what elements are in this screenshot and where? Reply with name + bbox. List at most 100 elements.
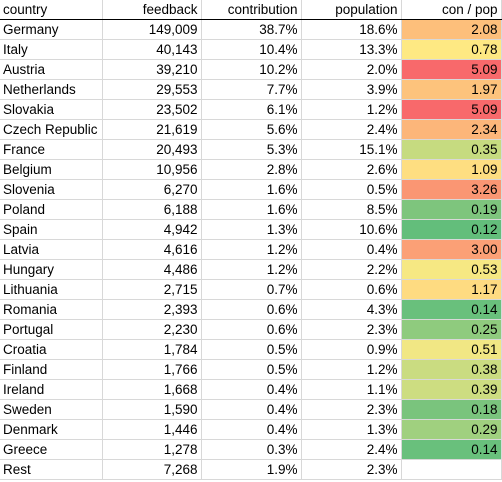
country-cell[interactable]: Poland (0, 199, 103, 220)
country-cell[interactable]: Germany (0, 19, 103, 40)
population-cell[interactable]: 2.3% (301, 399, 402, 420)
country-cell[interactable]: Sweden (0, 399, 103, 420)
population-cell[interactable]: 2.2% (301, 259, 402, 280)
population-cell[interactable]: 13.3% (301, 39, 402, 60)
population-cell[interactable]: 2.4% (301, 439, 402, 460)
con-pop-cell[interactable]: 0.14 (401, 299, 502, 320)
population-cell[interactable]: 1.1% (301, 379, 402, 400)
con-pop-cell[interactable]: 0.18 (401, 399, 502, 420)
country-cell[interactable]: Lithuania (0, 279, 103, 300)
con-pop-cell[interactable]: 0.78 (401, 39, 502, 60)
contribution-cell[interactable]: 2.8% (201, 159, 302, 180)
country-cell[interactable]: Czech Republic (0, 119, 103, 140)
contribution-cell[interactable]: 0.5% (201, 359, 302, 380)
contribution-cell[interactable]: 0.5% (201, 339, 302, 360)
contribution-cell[interactable]: 0.3% (201, 439, 302, 460)
country-cell[interactable]: Netherlands (0, 79, 103, 100)
country-cell[interactable]: Croatia (0, 339, 103, 360)
population-cell[interactable]: 0.6% (301, 279, 402, 300)
con-pop-cell[interactable]: 3.00 (401, 239, 502, 260)
feedback-cell[interactable]: 4,486 (102, 259, 202, 280)
con-pop-cell[interactable]: 0.25 (401, 319, 502, 340)
contribution-cell[interactable]: 0.4% (201, 419, 302, 440)
contribution-cell[interactable]: 38.7% (201, 19, 302, 40)
feedback-cell[interactable]: 1,278 (102, 439, 202, 460)
con-pop-cell[interactable]: 0.12 (401, 219, 502, 240)
feedback-cell[interactable]: 1,668 (102, 379, 202, 400)
population-cell[interactable]: 2.3% (301, 319, 402, 340)
country-cell[interactable]: Austria (0, 59, 103, 80)
con-pop-cell[interactable]: 2.34 (401, 119, 502, 140)
country-cell[interactable]: Hungary (0, 259, 103, 280)
con-pop-cell[interactable]: 1.97 (401, 79, 502, 100)
contribution-cell[interactable]: 1.6% (201, 199, 302, 220)
country-cell[interactable]: Slovenia (0, 179, 103, 200)
header-contribution[interactable]: contribution (201, 0, 302, 20)
population-cell[interactable]: 1.2% (301, 359, 402, 380)
feedback-cell[interactable]: 4,616 (102, 239, 202, 260)
contribution-cell[interactable]: 0.4% (201, 379, 302, 400)
con-pop-cell[interactable]: 0.39 (401, 379, 502, 400)
country-cell[interactable]: France (0, 139, 103, 160)
con-pop-cell[interactable]: 0.51 (401, 339, 502, 360)
population-cell[interactable]: 0.5% (301, 179, 402, 200)
contribution-cell[interactable]: 5.3% (201, 139, 302, 160)
feedback-cell[interactable]: 1,784 (102, 339, 202, 360)
con-pop-cell[interactable]: 0.38 (401, 359, 502, 380)
con-pop-cell[interactable]: 5.09 (401, 99, 502, 120)
contribution-cell[interactable]: 6.1% (201, 99, 302, 120)
feedback-cell[interactable]: 2,230 (102, 319, 202, 340)
rest-population-cell[interactable]: 2.3% (301, 459, 402, 480)
population-cell[interactable]: 10.6% (301, 219, 402, 240)
contribution-cell[interactable]: 0.6% (201, 319, 302, 340)
country-cell[interactable]: Finland (0, 359, 103, 380)
country-cell[interactable]: Spain (0, 219, 103, 240)
con-pop-cell[interactable]: 1.17 (401, 279, 502, 300)
population-cell[interactable]: 15.1% (301, 139, 402, 160)
rest-contribution-cell[interactable]: 1.9% (201, 459, 302, 480)
contribution-cell[interactable]: 1.6% (201, 179, 302, 200)
contribution-cell[interactable]: 1.2% (201, 259, 302, 280)
contribution-cell[interactable]: 0.4% (201, 399, 302, 420)
country-cell[interactable]: Slovakia (0, 99, 103, 120)
feedback-cell[interactable]: 40,143 (102, 39, 202, 60)
feedback-cell[interactable]: 6,270 (102, 179, 202, 200)
header-con-pop[interactable]: con / pop (401, 0, 502, 20)
con-pop-cell[interactable]: 1.09 (401, 159, 502, 180)
country-cell[interactable]: Ireland (0, 379, 103, 400)
feedback-cell[interactable]: 39,210 (102, 59, 202, 80)
population-cell[interactable]: 0.4% (301, 239, 402, 260)
population-cell[interactable]: 2.0% (301, 59, 402, 80)
contribution-cell[interactable]: 0.7% (201, 279, 302, 300)
con-pop-cell[interactable]: 0.19 (401, 199, 502, 220)
feedback-cell[interactable]: 23,502 (102, 99, 202, 120)
rest-con-pop-cell[interactable] (401, 459, 502, 480)
feedback-cell[interactable]: 6,188 (102, 199, 202, 220)
population-cell[interactable]: 0.9% (301, 339, 402, 360)
con-pop-cell[interactable]: 0.14 (401, 439, 502, 460)
feedback-cell[interactable]: 1,446 (102, 419, 202, 440)
country-cell[interactable]: Romania (0, 299, 103, 320)
population-cell[interactable]: 1.2% (301, 99, 402, 120)
header-population[interactable]: population (301, 0, 402, 20)
feedback-cell[interactable]: 10,956 (102, 159, 202, 180)
population-cell[interactable]: 8.5% (301, 199, 402, 220)
feedback-cell[interactable]: 4,942 (102, 219, 202, 240)
feedback-cell[interactable]: 1,766 (102, 359, 202, 380)
header-country[interactable]: country (0, 0, 103, 20)
country-cell[interactable]: Greece (0, 439, 103, 460)
feedback-cell[interactable]: 20,493 (102, 139, 202, 160)
contribution-cell[interactable]: 1.3% (201, 219, 302, 240)
contribution-cell[interactable]: 10.4% (201, 39, 302, 60)
feedback-cell[interactable]: 149,009 (102, 19, 202, 40)
contribution-cell[interactable]: 7.7% (201, 79, 302, 100)
con-pop-cell[interactable]: 0.53 (401, 259, 502, 280)
con-pop-cell[interactable]: 3.26 (401, 179, 502, 200)
con-pop-cell[interactable]: 5.09 (401, 59, 502, 80)
contribution-cell[interactable]: 1.2% (201, 239, 302, 260)
country-cell[interactable]: Italy (0, 39, 103, 60)
feedback-cell[interactable]: 1,590 (102, 399, 202, 420)
con-pop-cell[interactable]: 0.29 (401, 419, 502, 440)
population-cell[interactable]: 4.3% (301, 299, 402, 320)
population-cell[interactable]: 3.9% (301, 79, 402, 100)
